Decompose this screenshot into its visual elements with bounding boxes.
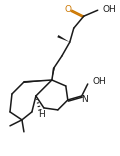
Text: OH: OH <box>103 5 116 14</box>
Text: N: N <box>81 95 88 104</box>
Text: OH: OH <box>93 78 106 86</box>
Text: H: H <box>39 110 45 119</box>
Polygon shape <box>52 68 55 80</box>
Polygon shape <box>24 80 52 83</box>
Text: O: O <box>64 5 71 14</box>
Polygon shape <box>57 35 70 42</box>
